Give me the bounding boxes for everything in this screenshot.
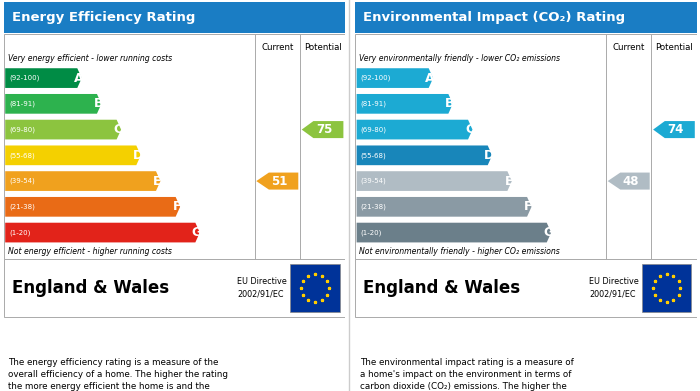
Bar [355, 259, 696, 317]
Polygon shape [5, 120, 121, 140]
Text: D: D [484, 149, 494, 162]
Text: B: B [94, 97, 104, 110]
Polygon shape [5, 145, 141, 165]
Text: EU Directive
2002/91/EC: EU Directive 2002/91/EC [589, 277, 638, 299]
Polygon shape [356, 171, 512, 191]
Bar [4, 34, 345, 259]
Text: (1-20): (1-20) [9, 229, 30, 236]
Text: 75: 75 [316, 123, 332, 136]
Text: Potential: Potential [655, 43, 693, 52]
Polygon shape [356, 197, 531, 217]
Text: EU Directive
2002/91/EC: EU Directive 2002/91/EC [237, 277, 287, 299]
Bar [355, 34, 696, 259]
Text: (81-91): (81-91) [9, 100, 35, 107]
Text: E: E [505, 174, 513, 188]
Text: G: G [192, 226, 202, 239]
Text: B: B [445, 97, 455, 110]
Polygon shape [608, 172, 650, 190]
Text: Not energy efficient - higher running costs: Not energy efficient - higher running co… [8, 247, 171, 256]
Polygon shape [5, 68, 82, 88]
Text: D: D [133, 149, 143, 162]
Text: (21-38): (21-38) [9, 204, 35, 210]
Polygon shape [356, 94, 453, 114]
Text: G: G [543, 226, 554, 239]
Text: E: E [153, 174, 162, 188]
Bar [4, 2, 345, 33]
Text: 51: 51 [271, 174, 288, 188]
Text: (21-38): (21-38) [360, 204, 386, 210]
Text: (69-80): (69-80) [360, 126, 386, 133]
Text: (92-100): (92-100) [9, 75, 39, 81]
Text: The environmental impact rating is a measure of
a home's impact on the environme: The environmental impact rating is a mea… [360, 358, 574, 391]
Text: Energy Efficiency Rating: Energy Efficiency Rating [12, 11, 195, 24]
Bar [355, 2, 696, 33]
Polygon shape [5, 94, 102, 114]
Text: (81-91): (81-91) [360, 100, 386, 107]
Text: (39-54): (39-54) [360, 178, 386, 184]
Polygon shape [356, 223, 551, 242]
Bar [290, 264, 340, 312]
Polygon shape [302, 121, 344, 138]
Text: 74: 74 [667, 123, 683, 136]
Polygon shape [5, 171, 160, 191]
Text: F: F [524, 200, 533, 213]
Text: England & Wales: England & Wales [12, 279, 169, 297]
Text: A: A [74, 72, 84, 84]
Text: (55-68): (55-68) [9, 152, 35, 159]
Text: Not environmentally friendly - higher CO₂ emissions: Not environmentally friendly - higher CO… [359, 247, 560, 256]
Text: A: A [426, 72, 435, 84]
Text: 48: 48 [622, 174, 639, 188]
Text: (39-54): (39-54) [9, 178, 35, 184]
Text: Environmental Impact (CO₂) Rating: Environmental Impact (CO₂) Rating [363, 11, 626, 24]
Text: Current: Current [261, 43, 293, 52]
Text: C: C [113, 123, 122, 136]
Text: The energy efficiency rating is a measure of the
overall efficiency of a home. T: The energy efficiency rating is a measur… [8, 358, 228, 391]
Text: (92-100): (92-100) [360, 75, 391, 81]
Polygon shape [356, 120, 473, 140]
Text: (1-20): (1-20) [360, 229, 382, 236]
Text: Very environmentally friendly - lower CO₂ emissions: Very environmentally friendly - lower CO… [359, 54, 560, 63]
Polygon shape [653, 121, 695, 138]
Text: (69-80): (69-80) [9, 126, 35, 133]
Text: Very energy efficient - lower running costs: Very energy efficient - lower running co… [8, 54, 171, 63]
Polygon shape [356, 145, 492, 165]
Bar [642, 264, 692, 312]
Polygon shape [5, 197, 180, 217]
Polygon shape [356, 68, 433, 88]
Text: C: C [465, 123, 474, 136]
Polygon shape [256, 172, 298, 190]
Text: Potential: Potential [304, 43, 342, 52]
Text: Current: Current [612, 43, 645, 52]
Text: F: F [173, 200, 181, 213]
Text: England & Wales: England & Wales [363, 279, 521, 297]
Text: (55-68): (55-68) [360, 152, 386, 159]
Bar [4, 259, 345, 317]
Polygon shape [5, 223, 199, 242]
